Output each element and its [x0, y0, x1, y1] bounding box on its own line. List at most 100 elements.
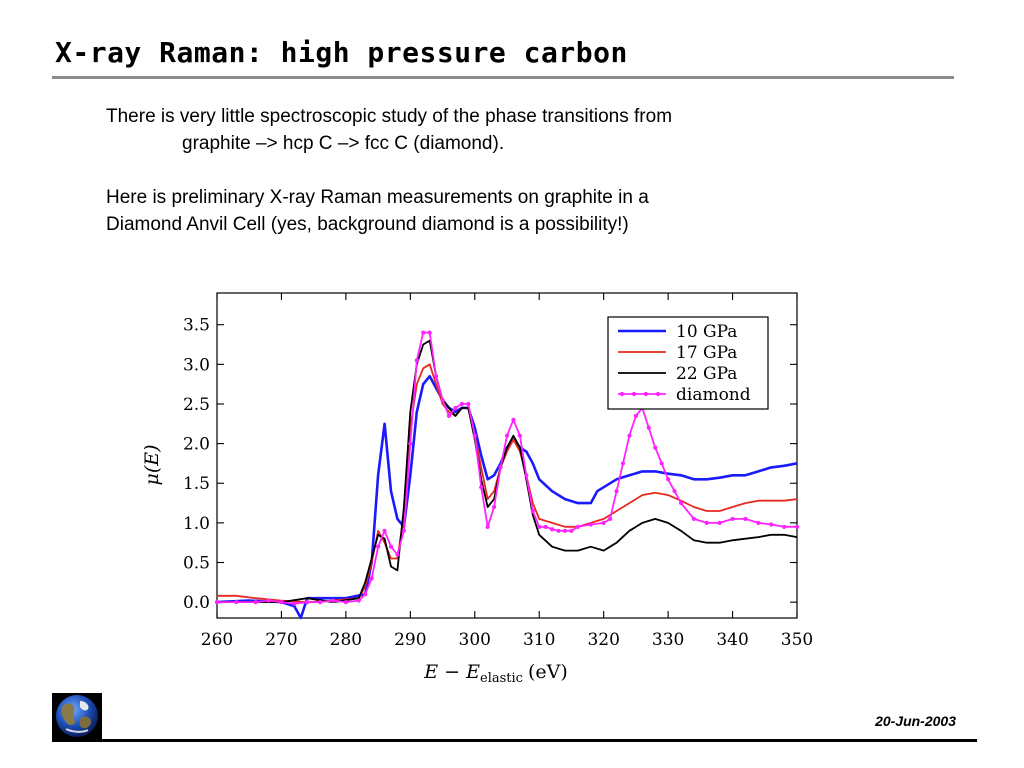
- data-point: [472, 433, 477, 438]
- series-diamond: [214, 330, 800, 606]
- legend-entry: 17 GPa: [618, 343, 737, 363]
- data-point: [253, 600, 258, 605]
- data-point: [453, 405, 458, 411]
- series-line: [216, 374, 798, 620]
- data-point: [756, 520, 761, 525]
- paragraph-1-line-2: graphite –> hcp C –> fcc C (diamond).: [182, 133, 505, 154]
- data-point: [401, 528, 406, 533]
- data-point: [356, 598, 361, 603]
- data-point: [292, 601, 297, 606]
- legend-label: 17 GPa: [676, 343, 737, 363]
- data-point: [485, 524, 490, 529]
- data-point: [666, 477, 671, 482]
- data-point: [504, 433, 510, 438]
- footer-date: 20-Jun-2003: [875, 713, 956, 729]
- y-tick-label: 2.5: [183, 395, 210, 415]
- x-axis-label-main: E − E: [423, 661, 480, 683]
- data-point: [214, 600, 220, 605]
- legend-label: 10 GPa: [676, 322, 737, 342]
- data-point: [498, 465, 503, 470]
- data-point: [794, 524, 800, 529]
- slide-title: X-ray Raman: high pressure carbon: [55, 36, 628, 69]
- y-tick-label: 1.0: [183, 514, 210, 534]
- data-point: [369, 576, 374, 581]
- x-tick-label: 260: [201, 630, 233, 650]
- y-tick-label: 3.0: [183, 355, 210, 375]
- legend-entry: 10 GPa: [618, 322, 737, 342]
- x-tick-label: 270: [265, 630, 297, 650]
- y-tick-label: 0.5: [183, 554, 210, 574]
- data-point: [562, 528, 568, 533]
- footer-divider: [52, 739, 977, 742]
- data-point: [633, 413, 638, 418]
- data-point: [601, 520, 606, 525]
- data-point: [646, 425, 651, 430]
- data-point: [376, 544, 381, 549]
- x-axis-label-subscript: elastic: [480, 671, 523, 686]
- data-point: [543, 524, 548, 529]
- data-point: [517, 433, 522, 438]
- x-tick-label: 310: [523, 630, 555, 650]
- data-point: [782, 524, 787, 529]
- data-point: [434, 374, 439, 379]
- x-tick-label: 340: [716, 630, 748, 650]
- earth-globe-icon: [52, 693, 102, 739]
- data-point: [620, 461, 626, 466]
- data-point: [330, 598, 336, 603]
- data-point: [414, 358, 419, 363]
- x-tick-label: 290: [394, 630, 426, 650]
- slide-body: There is very little spectroscopic study…: [106, 103, 866, 238]
- series-line: [217, 363, 798, 604]
- legend-marker: [619, 391, 625, 397]
- data-point: [395, 552, 400, 557]
- data-point: [408, 441, 413, 446]
- data-point: [446, 413, 452, 418]
- data-point: [717, 520, 722, 525]
- x-axis-label: E − Eelastic (eV): [423, 661, 567, 686]
- paragraph-1-line-1: There is very little spectroscopic study…: [106, 106, 673, 127]
- y-tick-label: 2.0: [183, 435, 210, 455]
- paragraph-2-line-1: Here is preliminary X-ray Raman measurem…: [106, 187, 649, 208]
- data-point: [608, 516, 613, 522]
- data-point: [382, 528, 387, 533]
- data-point: [691, 516, 696, 522]
- data-point: [318, 600, 323, 605]
- data-point: [440, 397, 445, 403]
- data-point: [279, 600, 284, 605]
- data-point: [466, 401, 471, 407]
- data-point: [678, 500, 684, 506]
- legend-marker: [631, 391, 637, 397]
- data-point: [427, 330, 432, 335]
- data-point: [550, 527, 555, 532]
- data-point: [363, 592, 368, 597]
- x-tick-label: 280: [330, 630, 362, 650]
- data-point: [627, 433, 632, 438]
- series-10-gpa: [216, 374, 798, 620]
- x-tick-label: 350: [781, 630, 813, 650]
- data-point: [556, 528, 561, 533]
- data-point: [704, 520, 709, 525]
- data-point: [343, 600, 348, 605]
- y-axis-label: μ(E): [141, 444, 163, 485]
- data-point: [511, 417, 516, 422]
- plot-area: 260 270 280 290 300 310 320 330 340 350 0.0 0.5 1.0 1…: [183, 292, 813, 650]
- legend-entry: 22 GPa: [618, 364, 737, 384]
- plot-frame: [216, 292, 798, 619]
- data-point: [537, 524, 542, 529]
- data-point: [305, 600, 310, 605]
- y-tick-label: 1.5: [183, 474, 210, 494]
- legend-marker: [643, 391, 649, 397]
- series-line: [217, 331, 797, 605]
- series-17-gpa: [217, 363, 798, 604]
- data-point: [588, 522, 593, 527]
- y-tick-label: 3.5: [183, 316, 210, 336]
- legend-label: 22 GPa: [676, 364, 737, 384]
- xray-raman-chart: 260 270 280 290 300 310 320 330 340 350 0.0 0.5 1.0 1…: [141, 292, 813, 686]
- legend-entry: diamond: [618, 385, 751, 405]
- data-point: [653, 445, 658, 450]
- y-tick-label: 0.0: [183, 593, 210, 613]
- data-point: [459, 401, 464, 407]
- data-point: [530, 508, 535, 514]
- legend-marker: [655, 391, 661, 397]
